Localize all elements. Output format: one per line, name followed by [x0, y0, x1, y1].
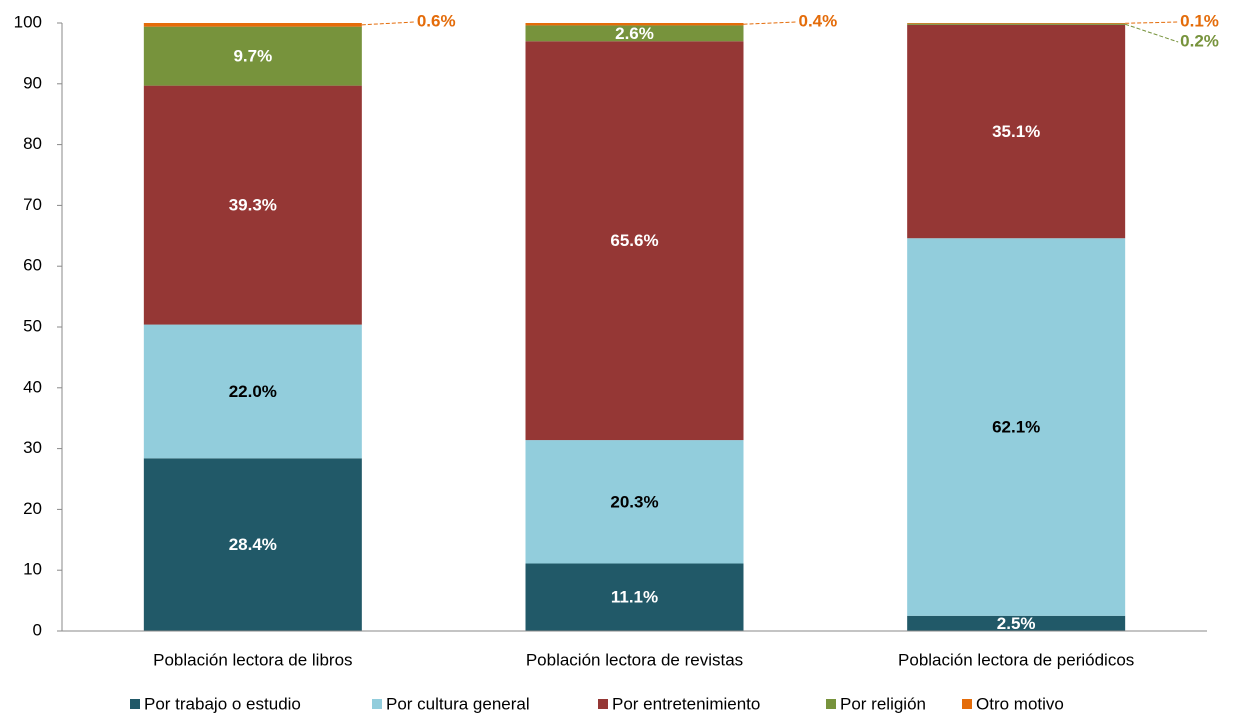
bar-segment: [143, 458, 362, 631]
leader-line: [1125, 21, 1179, 24]
legend-label: Por religión: [840, 694, 926, 713]
value-label: 20.3%: [610, 492, 658, 511]
y-tick-label: 30: [23, 438, 42, 457]
legend-swatch: [962, 699, 972, 709]
bar-segment: [525, 23, 744, 26]
legend-swatch: [372, 699, 382, 709]
value-label: 0.2%: [1180, 31, 1219, 50]
legend-label: Por cultura general: [386, 694, 530, 713]
value-label: 28.4%: [229, 535, 277, 554]
value-label: 0.1%: [1180, 11, 1219, 30]
legend-label: Por trabajo o estudio: [144, 694, 301, 713]
bar-segment: [525, 41, 744, 441]
legend-label: Por entretenimiento: [612, 694, 760, 713]
value-label: 2.6%: [615, 24, 654, 43]
x-tick-label: Población lectora de revistas: [526, 650, 743, 669]
value-label: 22.0%: [229, 382, 277, 401]
leader-line: [1125, 23, 1179, 43]
y-tick-label: 40: [23, 377, 42, 396]
bar-segment: [525, 440, 744, 564]
bar-segment: [143, 23, 362, 27]
bar-segment: [907, 23, 1126, 24]
y-tick-label: 80: [23, 134, 42, 153]
y-tick-label: 100: [14, 12, 42, 31]
y-tick-label: 90: [23, 73, 42, 92]
y-tick-label: 70: [23, 195, 42, 214]
value-label: 0.4%: [799, 11, 838, 30]
bar-segment: [143, 324, 362, 459]
value-label: 9.7%: [233, 47, 272, 66]
legend-swatch: [598, 699, 608, 709]
x-tick-label: Población lectora de periódicos: [898, 650, 1134, 669]
legend-swatch: [826, 699, 836, 709]
leader-line: [743, 21, 797, 25]
bar-segment: [525, 563, 744, 631]
value-label: 0.6%: [417, 11, 456, 30]
leader-line: [361, 21, 415, 26]
bar-segment: [907, 615, 1126, 631]
bar-segment: [907, 24, 1126, 239]
value-label: 62.1%: [992, 418, 1040, 437]
y-tick-label: 0: [33, 620, 42, 639]
value-label: 35.1%: [992, 122, 1040, 141]
value-label: 2.5%: [997, 614, 1036, 633]
bar-segment: [143, 26, 362, 86]
x-tick-label: Población lectora de libros: [153, 650, 352, 669]
bar-segment: [907, 238, 1126, 616]
value-label: 39.3%: [229, 196, 277, 215]
y-tick-label: 50: [23, 316, 42, 335]
bar-segment: [143, 85, 362, 325]
bar-segment: [525, 25, 744, 42]
legend-swatch: [130, 699, 140, 709]
y-tick-label: 10: [23, 560, 42, 579]
bar-segment: [907, 23, 1126, 25]
y-tick-label: 20: [23, 499, 42, 518]
value-label: 11.1%: [611, 588, 658, 607]
value-label: 65.6%: [610, 231, 658, 250]
legend-label: Otro motivo: [976, 694, 1064, 713]
y-tick-label: 60: [23, 256, 42, 275]
